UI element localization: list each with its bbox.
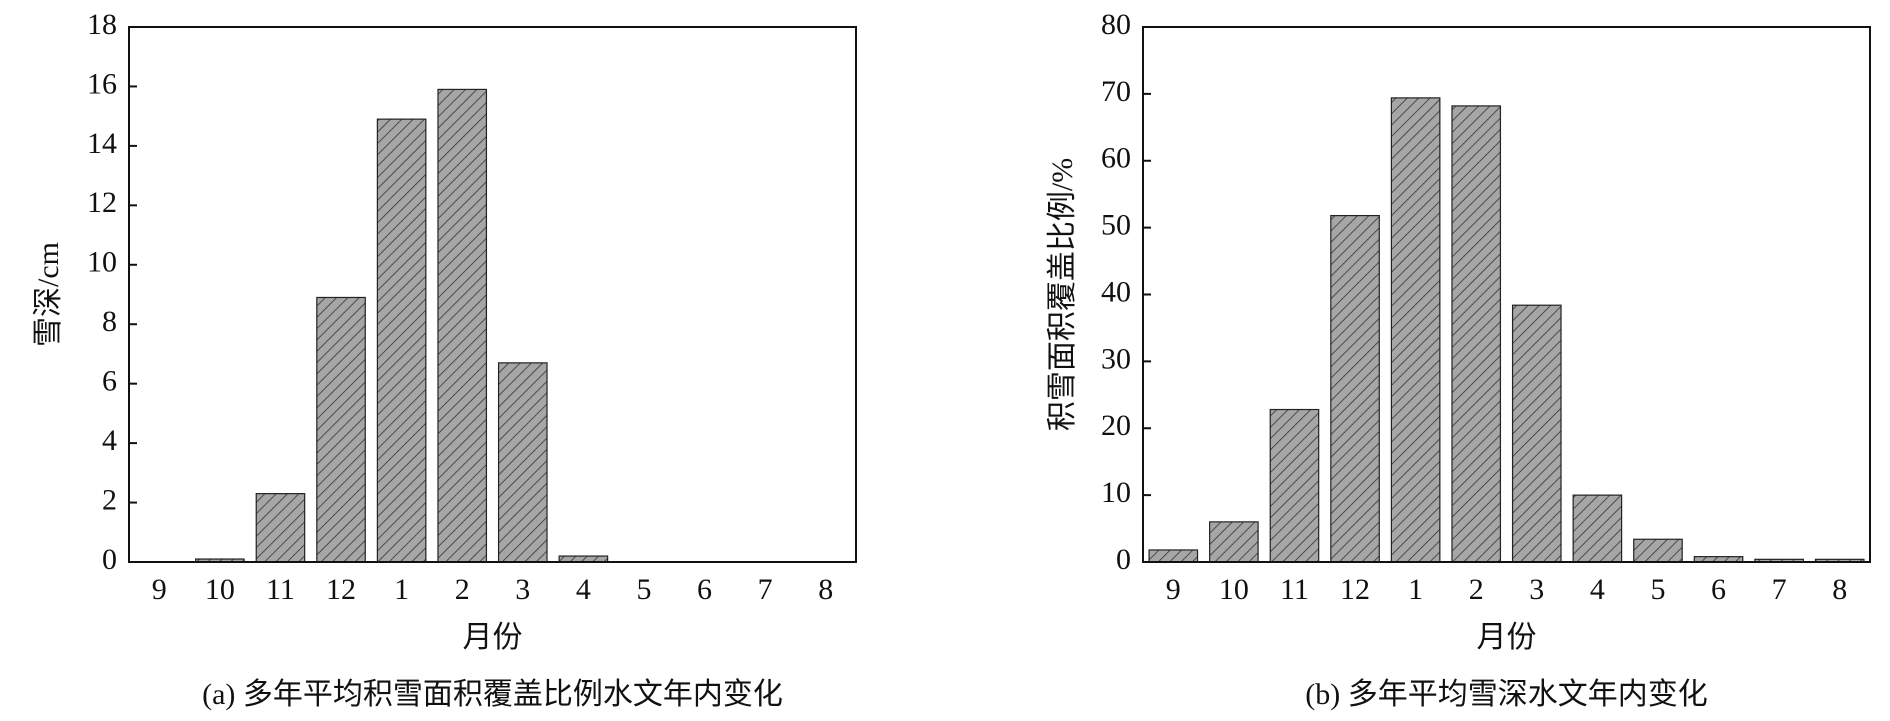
y-tick-label: 0 — [102, 543, 117, 576]
bar — [1148, 549, 1199, 563]
x-tick-label: 1 — [1408, 573, 1423, 606]
y-axis-label: 积雪面积覆盖比例/% — [1046, 158, 1079, 431]
bar — [1209, 521, 1259, 563]
x-tick-label: 8 — [818, 573, 833, 606]
y-tick-label: 80 — [1101, 8, 1131, 41]
bar — [497, 362, 548, 563]
bar — [1330, 214, 1380, 563]
x-tick-label: 2 — [455, 573, 470, 606]
bar — [255, 493, 306, 563]
bar — [1451, 105, 1502, 563]
x-tick-label: 7 — [1772, 573, 1787, 606]
x-tick-label: 7 — [758, 573, 773, 606]
y-tick-label: 18 — [87, 8, 117, 41]
x-tick-label: 12 — [326, 573, 356, 606]
bar — [1269, 408, 1320, 563]
x-tick-label: 3 — [1529, 573, 1544, 606]
x-tick-label: 6 — [697, 573, 712, 606]
bar — [1390, 97, 1441, 563]
caption: (a) 多年平均积雪面积覆盖比例水文年内变化 — [202, 678, 783, 711]
y-tick-label: 30 — [1101, 342, 1131, 375]
x-tick-label: 11 — [266, 573, 295, 606]
y-tick-label: 40 — [1101, 275, 1131, 308]
y-axis-label: 雪深/cm — [32, 242, 65, 347]
bar — [1572, 494, 1623, 563]
x-tick-label: 4 — [576, 573, 591, 606]
x-axis-label: 月份 — [463, 621, 523, 654]
bar — [437, 88, 488, 563]
bar — [376, 118, 427, 563]
plot-frame — [128, 26, 857, 563]
y-tick-label: 10 — [87, 246, 117, 279]
y-tick-label: 0 — [1116, 543, 1131, 576]
x-tick-label: 9 — [152, 573, 167, 606]
bar — [1633, 538, 1683, 563]
y-tick-label: 70 — [1101, 75, 1131, 108]
plot-frame — [1142, 26, 1871, 563]
x-tick-label: 5 — [636, 573, 651, 606]
x-tick-label: 10 — [205, 573, 235, 606]
x-tick-label: 2 — [1469, 573, 1484, 606]
x-tick-label: 9 — [1166, 573, 1181, 606]
y-tick-label: 10 — [1101, 476, 1131, 509]
y-tick-label: 14 — [87, 127, 117, 160]
x-axis-label: 月份 — [1477, 621, 1537, 654]
bar — [1511, 304, 1562, 563]
y-tick-label: 60 — [1101, 142, 1131, 175]
x-tick-label: 5 — [1650, 573, 1665, 606]
x-tick-label: 1 — [394, 573, 409, 606]
y-tick-label: 2 — [102, 483, 117, 516]
y-tick-label: 12 — [87, 186, 117, 219]
x-tick-label: 6 — [1711, 573, 1726, 606]
x-tick-label: 3 — [515, 573, 530, 606]
y-tick-label: 20 — [1101, 409, 1131, 442]
y-tick-label: 16 — [87, 67, 117, 100]
y-tick-label: 8 — [102, 305, 117, 338]
y-tick-label: 50 — [1101, 209, 1131, 242]
x-tick-label: 11 — [1280, 573, 1309, 606]
bar — [316, 296, 366, 563]
x-tick-label: 12 — [1340, 573, 1370, 606]
x-tick-label: 8 — [1832, 573, 1847, 606]
caption: (b) 多年平均雪深水文年内变化 — [1305, 678, 1707, 711]
x-tick-label: 4 — [1590, 573, 1605, 606]
y-tick-label: 4 — [102, 424, 117, 457]
y-tick-label: 6 — [102, 365, 117, 398]
x-tick-label: 10 — [1219, 573, 1249, 606]
